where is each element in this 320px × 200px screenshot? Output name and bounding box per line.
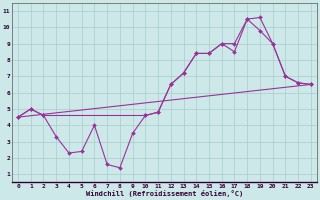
X-axis label: Windchill (Refroidissement éolien,°C): Windchill (Refroidissement éolien,°C) <box>86 190 243 197</box>
